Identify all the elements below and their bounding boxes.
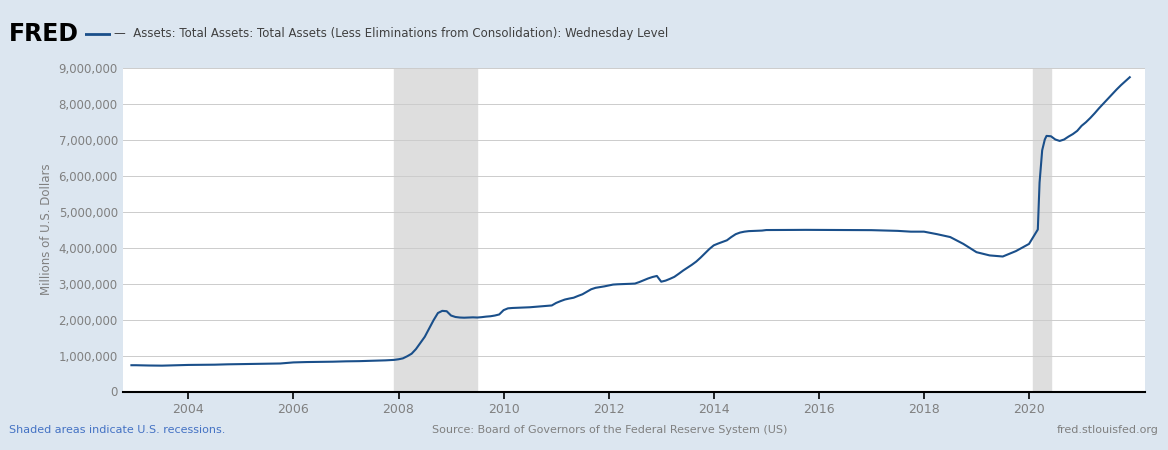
Text: Shaded areas indicate U.S. recessions.: Shaded areas indicate U.S. recessions. [9,425,225,435]
Text: FRED: FRED [9,22,79,46]
Text: —  Assets: Total Assets: Total Assets (Less Eliminations from Consolidation): We: — Assets: Total Assets: Total Assets (Le… [114,27,669,40]
Y-axis label: Millions of U.S. Dollars: Millions of U.S. Dollars [40,164,53,295]
Text: Source: Board of Governors of the Federal Reserve System (US): Source: Board of Governors of the Federa… [432,425,787,435]
Bar [1034,68,1051,392]
Bar [394,68,478,392]
Text: fred.stlouisfed.org: fred.stlouisfed.org [1057,425,1159,435]
